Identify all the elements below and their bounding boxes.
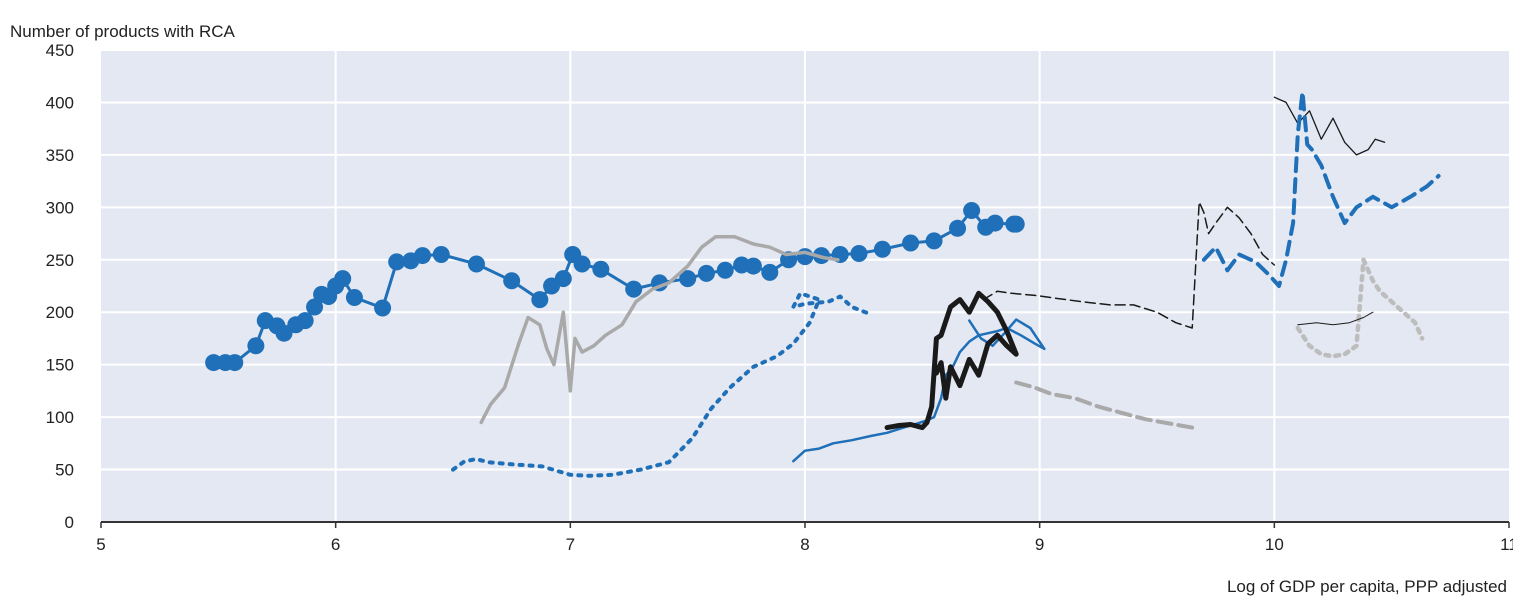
y-tick-label: 400 xyxy=(46,93,74,112)
series-point xyxy=(873,240,891,258)
series-point xyxy=(296,312,314,330)
series-grey-dashed xyxy=(1014,380,1195,430)
series-point xyxy=(467,255,485,273)
series-point xyxy=(761,263,779,281)
series-grey-solid xyxy=(479,234,840,425)
series-line xyxy=(451,291,873,478)
series-grey-dotted xyxy=(1295,257,1425,359)
series-point xyxy=(226,354,244,372)
x-tick-label: 10 xyxy=(1265,535,1284,554)
series-black-solid-thick xyxy=(884,290,1019,431)
x-tick-label: 6 xyxy=(331,535,340,554)
y-tick-label: 350 xyxy=(46,146,74,165)
series-blue-solid-thin xyxy=(792,318,1046,463)
series-line xyxy=(1273,96,1386,156)
y-tick-label: 200 xyxy=(46,303,74,322)
series-line xyxy=(792,318,1046,463)
series-point xyxy=(205,354,223,372)
series-point xyxy=(963,201,981,219)
series-line xyxy=(1014,380,1195,430)
series-blue-dashed xyxy=(1201,90,1441,288)
series-point xyxy=(697,264,715,282)
x-tick-label: 7 xyxy=(566,535,575,554)
y-axis-title: Number of products with RCA xyxy=(10,22,236,41)
x-tick-label: 8 xyxy=(800,535,809,554)
series-point xyxy=(902,234,920,252)
x-tick-label: 5 xyxy=(96,535,105,554)
series-point xyxy=(925,232,943,250)
series-point xyxy=(679,270,697,288)
series-point xyxy=(432,246,450,264)
y-tick-label: 100 xyxy=(46,408,74,427)
x-tick-label: 11 xyxy=(1500,535,1513,554)
series-point xyxy=(374,299,392,317)
series-layer xyxy=(205,90,1441,478)
y-tick-label: 250 xyxy=(46,251,74,270)
series-point xyxy=(986,214,1004,232)
series-line xyxy=(1297,311,1374,326)
series-blue-markers xyxy=(205,201,1025,372)
series-point xyxy=(334,270,352,288)
series-point xyxy=(531,291,549,309)
series-point xyxy=(345,289,363,307)
axes: 0 50 100 150 200 250 300 350 400 450 5 6 7 8 9 10 11 xyxy=(46,41,1513,554)
series-black-solid-faint xyxy=(1297,311,1374,326)
series-line xyxy=(884,290,1019,431)
x-axis-title: Log of GDP per capita, PPP adjusted xyxy=(1227,577,1507,596)
series-point xyxy=(625,280,643,298)
y-tick-label: 50 xyxy=(55,461,74,480)
series-point xyxy=(1007,215,1025,233)
y-tick-label: 450 xyxy=(46,41,74,60)
series-point xyxy=(503,272,521,290)
series-line xyxy=(982,201,1276,329)
series-point xyxy=(573,255,591,273)
series-point xyxy=(716,261,734,279)
y-tick-label: 0 xyxy=(65,513,74,532)
series-point xyxy=(388,253,406,271)
series-point xyxy=(413,247,431,265)
series-point xyxy=(306,298,324,316)
y-tick-label: 300 xyxy=(46,198,74,217)
series-black-solid-thin xyxy=(1273,96,1386,156)
series-line xyxy=(1201,90,1441,288)
series-line xyxy=(479,234,840,425)
series-point xyxy=(554,270,572,288)
series-line xyxy=(1295,257,1425,359)
series-point xyxy=(850,244,868,262)
series-point xyxy=(744,257,762,275)
series-blue-dotted xyxy=(451,291,873,478)
series-point xyxy=(949,219,967,237)
y-tick-label: 150 xyxy=(46,356,74,375)
series-black-dashed xyxy=(982,201,1276,329)
x-tick-label: 9 xyxy=(1035,535,1044,554)
series-point xyxy=(247,337,265,355)
series-point xyxy=(275,324,293,342)
series-point xyxy=(592,260,610,278)
